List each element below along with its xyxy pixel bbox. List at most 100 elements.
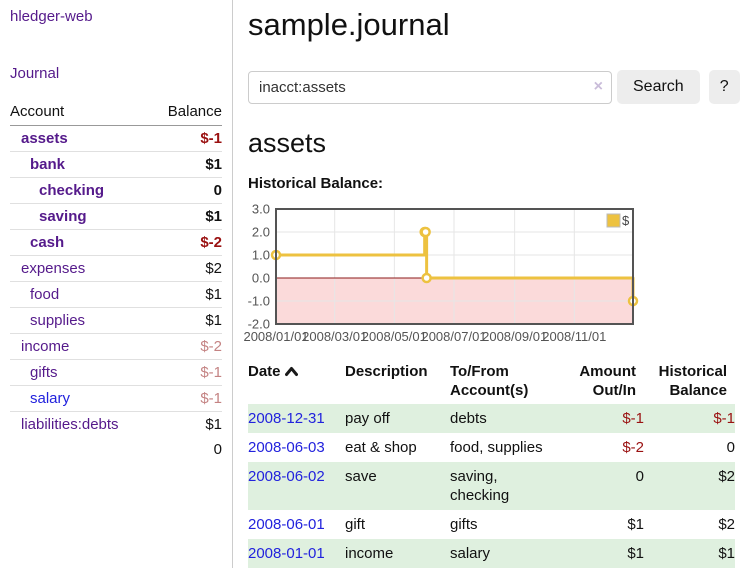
app-brand-link[interactable]: hledger-web (10, 8, 93, 25)
svg-text:2008/11/01: 2008/11/01 (542, 329, 606, 344)
accounts-header-balance: Balance (151, 101, 222, 126)
transaction-balance: $2 (718, 516, 735, 533)
accounts-list: assets $-1 bank $1 checking 0 saving $1 … (10, 126, 222, 437)
search-form: × Search ? (248, 70, 740, 104)
svg-text:2008/05/01: 2008/05/01 (362, 329, 427, 344)
register-row: 2008-12-31 pay off debts $-1 $-1 (248, 404, 735, 433)
svg-text:$: $ (622, 213, 630, 228)
account-page-title: assets (248, 128, 327, 158)
account-link[interactable]: checking (39, 182, 105, 199)
register-header-date[interactable]: Date (248, 360, 345, 404)
register-header-date-label: Date (248, 363, 281, 380)
accounts-total-row: 0 (10, 437, 222, 462)
accounts-total-value: 0 (213, 441, 222, 458)
account-row: expenses $2 (10, 255, 222, 282)
account-link[interactable]: bank (30, 156, 66, 173)
account-balance: $-1 (200, 130, 222, 147)
register-header-description: Description (345, 363, 428, 380)
transaction-description: income (345, 545, 394, 562)
account-row: food $1 (10, 281, 222, 308)
app-window: hledger-web Journal Account Balance asse… (0, 0, 742, 568)
account-balance: $2 (151, 255, 222, 282)
main-content: sample.journal × Search ? assets Histori… (233, 0, 742, 568)
transaction-date-link[interactable]: 2008-12-31 (248, 410, 325, 427)
transaction-description: pay off (345, 410, 390, 427)
account-balance: $-1 (151, 385, 222, 412)
transaction-amount: $-1 (622, 410, 644, 427)
account-link[interactable]: expenses (21, 260, 86, 277)
accounts-header-row: Account Balance (10, 101, 222, 126)
transaction-amount: $1 (627, 545, 644, 562)
search-input[interactable] (248, 70, 612, 104)
account-row: gifts $-1 (10, 359, 222, 386)
historical-balance-chart: 3.0 2.0 1.0 0.0 -1.0 -2.02008/01/012008/03/01… (243, 202, 639, 344)
svg-text:2008/09/01: 2008/09/01 (482, 329, 547, 344)
register-rows: 2008-12-31 pay off debts $-1 $-1 2008-06… (248, 404, 735, 568)
svg-text:2008/07/01: 2008/07/01 (421, 329, 486, 344)
transaction-amount: $-2 (622, 439, 644, 456)
account-link[interactable]: gifts (30, 364, 58, 381)
account-row: salary $-1 (10, 385, 222, 412)
sidebar-item-journal[interactable]: Journal (10, 65, 60, 82)
transaction-balance: $1 (718, 545, 735, 562)
transaction-date-link[interactable]: 2008-06-02 (248, 468, 325, 485)
transaction-description: save (345, 468, 377, 485)
account-row: supplies $1 (10, 307, 222, 334)
account-row: liabilities:debts $1 (10, 411, 222, 437)
transaction-balance: $2 (718, 468, 735, 485)
transaction-accounts: debts (450, 410, 487, 427)
page-title: sample.journal (248, 7, 450, 42)
account-link[interactable]: salary (30, 390, 71, 407)
svg-text:3.0: 3.0 (252, 202, 270, 217)
transaction-date-link[interactable]: 2008-06-03 (248, 439, 325, 456)
account-link[interactable]: liabilities:debts (21, 416, 119, 433)
sort-ascending-icon (284, 363, 298, 382)
account-link[interactable]: income (21, 338, 70, 355)
sidebar: hledger-web Journal Account Balance asse… (0, 0, 233, 568)
account-balance: $-2 (151, 333, 222, 360)
search-button[interactable]: Search (617, 70, 700, 104)
account-balance: $-2 (151, 229, 222, 256)
register-row: 2008-06-03 eat & shop food, supplies $-2… (248, 433, 735, 462)
register-table: Date Description To/From Account(s) Amou… (248, 360, 735, 568)
register-header-account: To/From Account(s) (450, 363, 529, 399)
register-header-row: Date Description To/From Account(s) Amou… (248, 360, 735, 404)
account-balance: $1 (151, 307, 222, 334)
svg-text:0.0: 0.0 (252, 271, 270, 286)
transaction-amount: 0 (635, 468, 644, 485)
svg-text:2.0: 2.0 (252, 225, 270, 240)
transaction-date-link[interactable]: 2008-01-01 (248, 545, 325, 562)
chart-label: Historical Balance: (248, 175, 384, 192)
account-link[interactable]: saving (39, 208, 87, 225)
account-balance: 0 (151, 177, 222, 204)
account-row: checking 0 (10, 177, 222, 204)
transaction-description: gift (345, 516, 366, 533)
register-header-balance: Historical Balance (658, 363, 727, 399)
clear-search-icon[interactable]: × (593, 77, 603, 95)
account-balance: $1 (151, 203, 222, 230)
account-row: saving $1 (10, 203, 222, 230)
register-row: 2008-06-01 gift gifts $1 $2 (248, 510, 735, 539)
svg-text:-2.0: -2.0 (248, 317, 270, 332)
transaction-amount: $1 (627, 516, 644, 533)
svg-text:1.0: 1.0 (252, 248, 270, 263)
transaction-accounts: salary (450, 545, 491, 562)
account-link[interactable]: assets (21, 130, 68, 147)
account-balance: $1 (151, 151, 222, 178)
register-header-amount: Amount Out/In (579, 363, 636, 399)
account-link[interactable]: food (30, 286, 60, 303)
svg-text:2008/03/01: 2008/03/01 (302, 329, 367, 344)
help-button[interactable]: ? (708, 70, 740, 104)
svg-text:2008/01/01: 2008/01/01 (243, 329, 308, 344)
transaction-accounts: saving, checking (450, 468, 510, 504)
account-row: assets $-1 (10, 126, 222, 152)
account-link[interactable]: supplies (30, 312, 86, 329)
transaction-date-link[interactable]: 2008-06-01 (248, 516, 325, 533)
transaction-balance: $-1 (713, 410, 735, 427)
register-row: 2008-06-02 save saving, checking 0 $2 (248, 462, 735, 510)
transaction-description: eat & shop (345, 439, 417, 456)
account-balance: $-1 (151, 359, 222, 386)
transaction-balance: 0 (726, 439, 735, 456)
account-link[interactable]: cash (30, 234, 65, 251)
account-row: bank $1 (10, 151, 222, 178)
